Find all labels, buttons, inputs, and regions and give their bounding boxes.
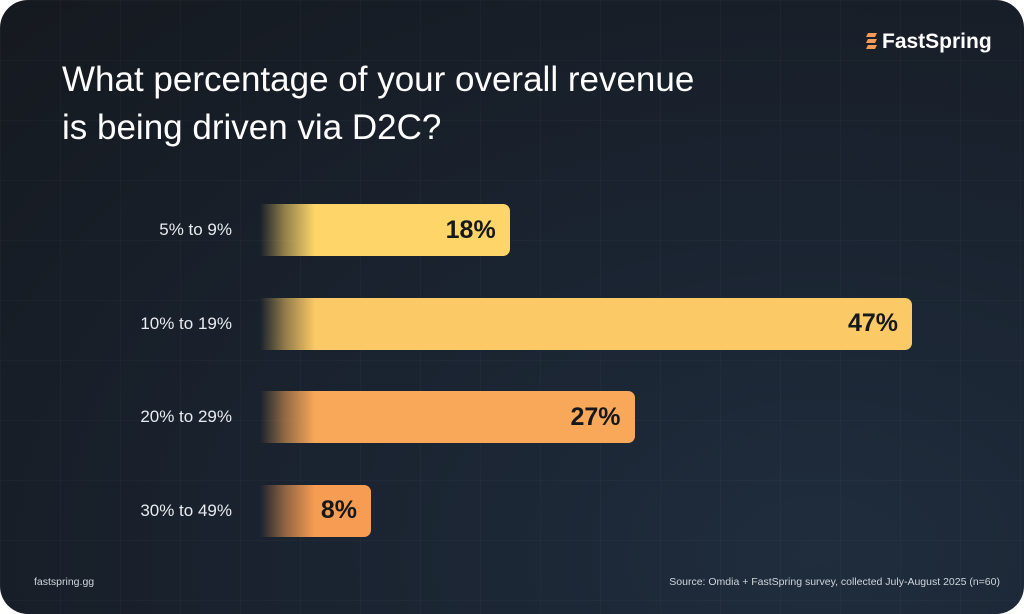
chart-title: What percentage of your overall revenue … [62,60,695,147]
fastspring-logo: FastSpring [866,30,992,54]
fastspring-logo-icon [866,33,877,49]
brand-name: FastSpring [882,30,992,53]
bar: 8% [260,484,371,537]
category-label: 10% to 19% [140,313,232,333]
category-label: 20% to 29% [140,407,232,426]
value-label: 47% [847,309,898,337]
value-label: 18% [445,215,496,244]
value-label: 8% [320,496,357,524]
category-label: 5% to 9% [159,220,232,239]
bar: 18% [260,204,510,256]
bar: 47% [260,297,912,350]
value-label: 27% [570,402,621,431]
footer-source: Source: Omdia + FastSpring survey, colle… [669,576,1000,588]
footer-website: fastspring.gg [34,576,95,588]
category-label: 30% to 49% [140,500,232,520]
bar: 27% [260,391,635,443]
